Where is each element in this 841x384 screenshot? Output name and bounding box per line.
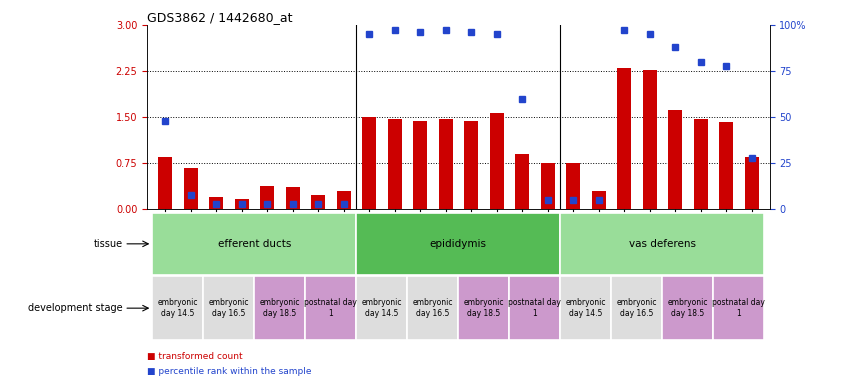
Bar [357,213,560,275]
Text: postnatal day
1: postnatal day 1 [304,298,357,318]
Bar [643,70,657,209]
Text: epididymis: epididymis [430,239,487,249]
Bar [668,110,682,209]
Bar [413,121,427,209]
Bar [694,119,707,209]
Bar [260,186,274,209]
Text: GDS3862 / 1442680_at: GDS3862 / 1442680_at [147,11,293,24]
Bar [591,191,606,209]
Bar [541,163,554,209]
Bar [235,199,249,209]
Text: embryonic
day 18.5: embryonic day 18.5 [260,298,300,318]
Text: ■ percentile rank within the sample: ■ percentile rank within the sample [147,367,312,376]
Bar [152,276,204,340]
Bar [407,276,458,340]
Bar [357,276,407,340]
Text: embryonic
day 18.5: embryonic day 18.5 [463,298,504,318]
Bar [744,157,759,209]
Text: tissue: tissue [94,239,123,249]
Bar [719,122,733,209]
Text: postnatal day
1: postnatal day 1 [509,298,561,318]
Bar [388,119,402,209]
Bar [254,276,305,340]
Bar [458,276,510,340]
Text: ■ transformed count: ■ transformed count [147,352,243,361]
Bar [515,154,529,209]
Text: embryonic
day 16.5: embryonic day 16.5 [616,298,657,318]
Text: embryonic
day 16.5: embryonic day 16.5 [209,298,249,318]
Bar [464,121,479,209]
Bar [183,167,198,209]
Bar [617,68,631,209]
Bar [286,187,299,209]
Text: postnatal day
1: postnatal day 1 [712,298,765,318]
Text: embryonic
day 14.5: embryonic day 14.5 [157,298,198,318]
Bar [311,195,325,209]
Bar [158,157,172,209]
Text: efferent ducts: efferent ducts [218,239,291,249]
Bar [611,276,663,340]
Text: vas deferens: vas deferens [629,239,696,249]
Bar [489,113,504,209]
Bar [305,276,357,340]
Bar [560,213,764,275]
Bar [566,163,580,209]
Bar [713,276,764,340]
Bar [510,276,560,340]
Bar [209,197,223,209]
Bar [336,191,351,209]
Text: embryonic
day 14.5: embryonic day 14.5 [362,298,402,318]
Text: embryonic
day 18.5: embryonic day 18.5 [668,298,708,318]
Text: embryonic
day 14.5: embryonic day 14.5 [566,298,606,318]
Text: development stage: development stage [29,303,123,313]
Bar [204,276,254,340]
Bar [438,119,452,209]
Text: embryonic
day 16.5: embryonic day 16.5 [413,298,453,318]
Bar [560,276,611,340]
Bar [152,213,357,275]
Bar [663,276,713,340]
Bar [362,117,376,209]
